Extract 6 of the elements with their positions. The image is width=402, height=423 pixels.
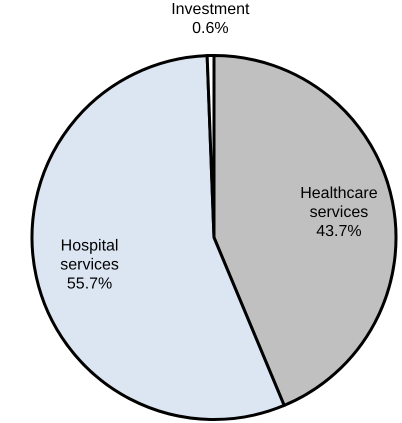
slice-label: Investment [171,0,250,18]
data-label: 55.7% [66,275,112,292]
slice-label: Hospital services [60,237,119,274]
data-label: 0.6% [192,20,229,37]
data-label: 43.7% [316,222,362,240]
slice-label: Healthcare services [300,184,378,221]
